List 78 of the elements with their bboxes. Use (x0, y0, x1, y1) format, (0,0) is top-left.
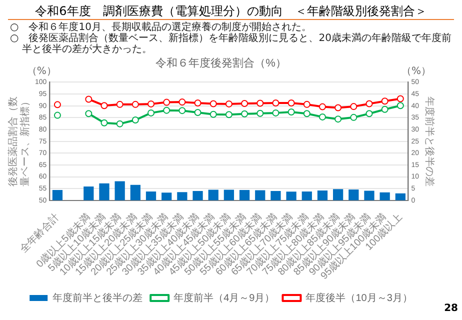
bar (255, 190, 266, 200)
bar (395, 193, 406, 200)
point (100, 102, 108, 110)
point (225, 100, 232, 108)
bar (99, 183, 110, 200)
point (241, 110, 248, 118)
bar (302, 191, 312, 200)
point (241, 100, 248, 107)
point (381, 98, 388, 105)
point (116, 100, 124, 108)
point (116, 120, 124, 128)
y-axis-title: 後発医薬品割合（数量ベース、新指標） (6, 96, 31, 186)
text: （%） (401, 66, 431, 77)
chart-title: 令和６年度後発割合（%） (156, 56, 286, 70)
point (366, 110, 373, 118)
point (334, 104, 342, 112)
bar (364, 190, 374, 200)
bar (146, 191, 156, 200)
point (210, 100, 217, 108)
point (178, 107, 186, 114)
point (381, 106, 388, 113)
point (272, 100, 280, 107)
point (163, 98, 170, 106)
point (396, 95, 404, 102)
point (132, 116, 139, 124)
bar (114, 181, 125, 200)
point (256, 100, 264, 107)
point (318, 113, 326, 120)
bar (380, 192, 390, 200)
point (288, 100, 295, 107)
point (272, 109, 280, 116)
legend-label: 年度前半（4月～9月） (174, 292, 275, 304)
point (54, 101, 61, 108)
point (225, 111, 232, 118)
bar (286, 192, 296, 200)
point (396, 102, 404, 110)
legend-label: 年度後半（10月～3月） (306, 292, 412, 304)
point (288, 108, 295, 116)
legend-label: 年度前半と後半の差 (52, 292, 143, 304)
bar (177, 192, 188, 200)
bar (317, 190, 328, 200)
point (100, 119, 108, 126)
point (194, 108, 202, 116)
point (303, 100, 310, 108)
point (194, 100, 202, 107)
text: 令和6年度 調剤医療費（電算処理分）の動向 ＜年齢階級別後発割合＞ (8, 0, 454, 20)
point (350, 103, 358, 110)
point (256, 110, 264, 117)
point (303, 110, 310, 118)
point (148, 100, 155, 108)
point (334, 116, 342, 123)
bar (348, 190, 359, 200)
bar (52, 190, 63, 200)
point (85, 110, 92, 118)
bar (192, 190, 203, 200)
bar (333, 189, 344, 200)
point (178, 98, 186, 106)
bar (270, 190, 281, 200)
point (366, 100, 373, 108)
point (132, 100, 139, 108)
text: （%） (26, 66, 56, 77)
bar (208, 190, 218, 200)
point (148, 109, 155, 116)
point (318, 103, 326, 110)
text: ○ 後発医薬品割合（数量ベース、新指標）を年齢階級別に見ると、20歳未満の年齢階級で年度前半と後半の差が大きかった。 (10, 33, 452, 55)
point (54, 112, 61, 119)
text: ○ 令和６年度10月、長期収載品の選定療養の制度が開始された。 (10, 22, 312, 33)
point (85, 96, 92, 103)
y2-axis-title: 年度前半と後半の差 (423, 96, 436, 186)
bar (239, 190, 250, 200)
point (163, 106, 170, 114)
bar (162, 192, 172, 200)
point (210, 110, 217, 118)
text: 28 (444, 303, 458, 314)
point (350, 114, 358, 121)
bar (84, 186, 94, 200)
bar (224, 190, 234, 200)
bar (130, 184, 140, 200)
